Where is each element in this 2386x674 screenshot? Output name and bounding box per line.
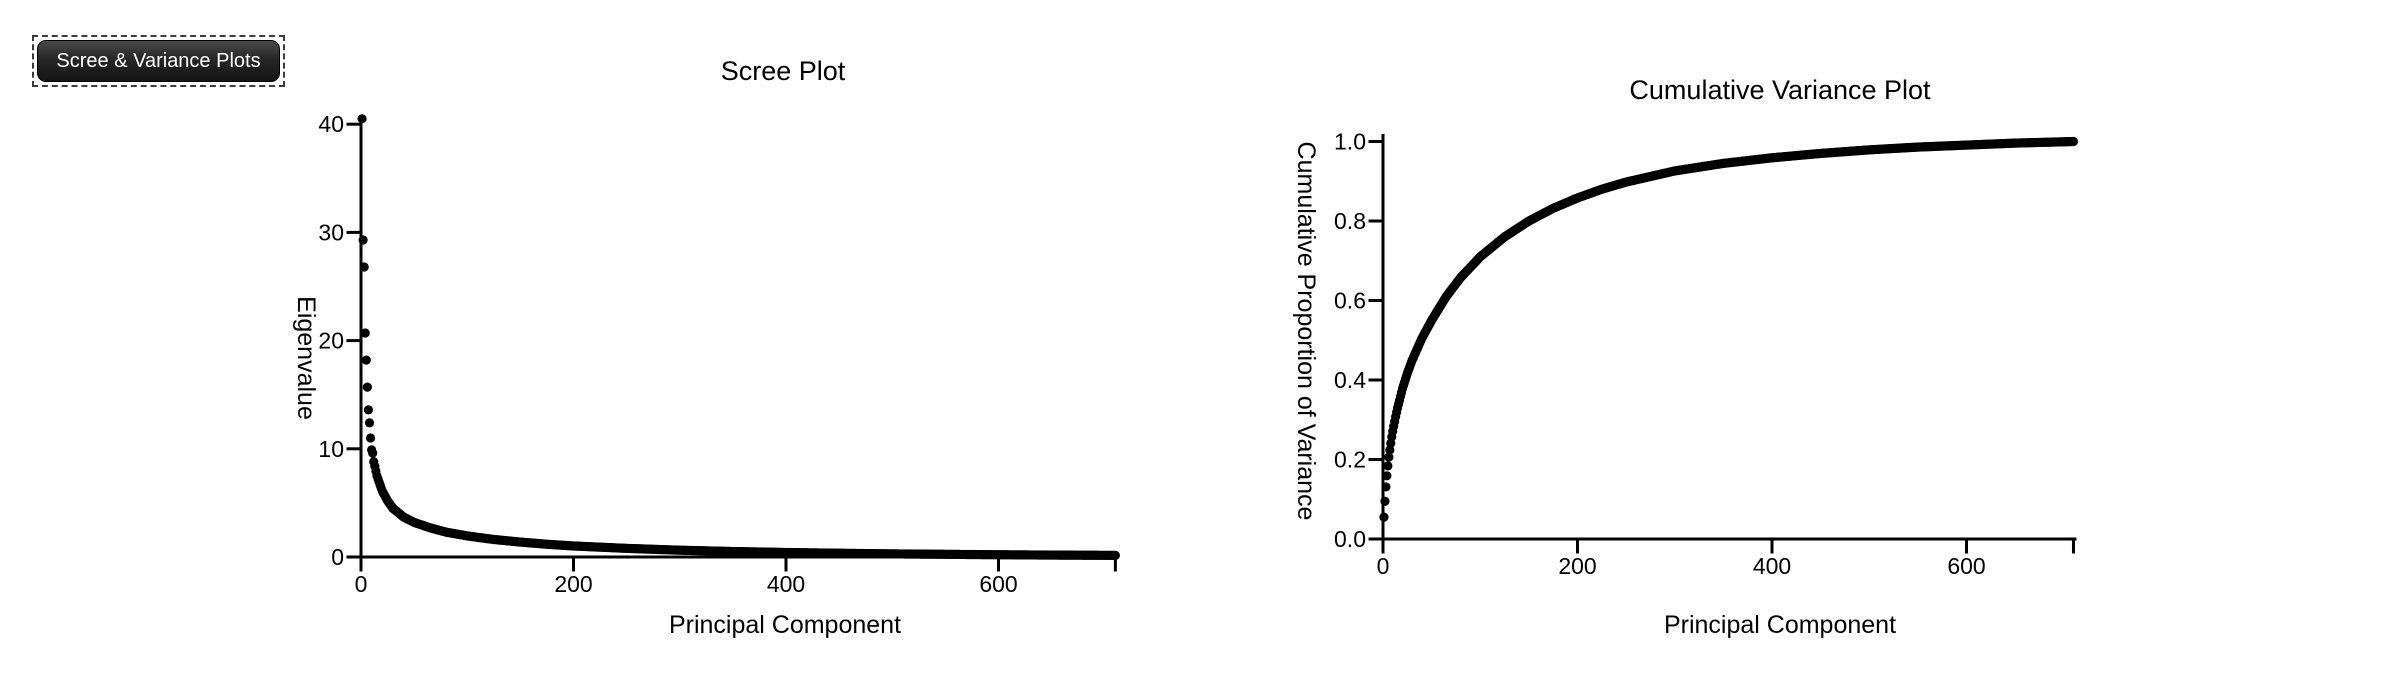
scree-y-axis-label: Eigenvalue: [292, 296, 320, 420]
svg-text:0.2: 0.2: [1334, 447, 1366, 473]
svg-text:200: 200: [1558, 553, 1596, 579]
svg-text:600: 600: [1947, 553, 1985, 579]
scree-x-axis-label: Principal Component: [669, 611, 901, 639]
svg-text:400: 400: [1753, 553, 1791, 579]
svg-text:0: 0: [355, 571, 368, 597]
cumulative-variance-plot-title: Cumulative Variance Plot: [1629, 75, 1931, 105]
selection-outline: Scree & Variance Plots: [32, 35, 285, 87]
cumulative-variance-x-axis-label: Principal Component: [1664, 611, 1896, 639]
svg-text:600: 600: [979, 571, 1017, 597]
svg-text:0.4: 0.4: [1334, 367, 1366, 393]
svg-text:0.0: 0.0: [1334, 526, 1366, 552]
svg-text:20: 20: [318, 328, 344, 354]
scree-data-points: [357, 114, 1120, 560]
svg-text:10: 10: [318, 436, 344, 462]
scree-variance-plots-button[interactable]: Scree & Variance Plots: [37, 40, 280, 82]
scree-axes: 0 200 400 600 0 10 20 30 40: [318, 111, 1119, 597]
svg-text:0.8: 0.8: [1334, 208, 1366, 234]
cumulative-variance-axes: 0 200 400 600 0.0 0.2 0.4 0.6 0.8 1.0: [1334, 129, 2077, 579]
cumulative-variance-y-axis-label: Cumulative Proportion of Variance: [1292, 142, 1320, 521]
scree-plot: Scree Plot Principal Component Eigenvalu…: [292, 56, 1120, 639]
svg-text:40: 40: [318, 111, 344, 137]
svg-text:0: 0: [331, 544, 344, 570]
cumulative-variance-data-points: [1379, 136, 2079, 522]
svg-text:1.0: 1.0: [1334, 129, 1366, 155]
scree-plot-title: Scree Plot: [721, 56, 846, 86]
svg-text:0.6: 0.6: [1334, 288, 1366, 314]
svg-text:30: 30: [318, 219, 344, 245]
svg-text:400: 400: [767, 571, 805, 597]
svg-text:200: 200: [554, 571, 592, 597]
cumulative-variance-plot: Cumulative Variance Plot Principal Compo…: [1292, 75, 2079, 639]
svg-text:0: 0: [1377, 553, 1390, 579]
